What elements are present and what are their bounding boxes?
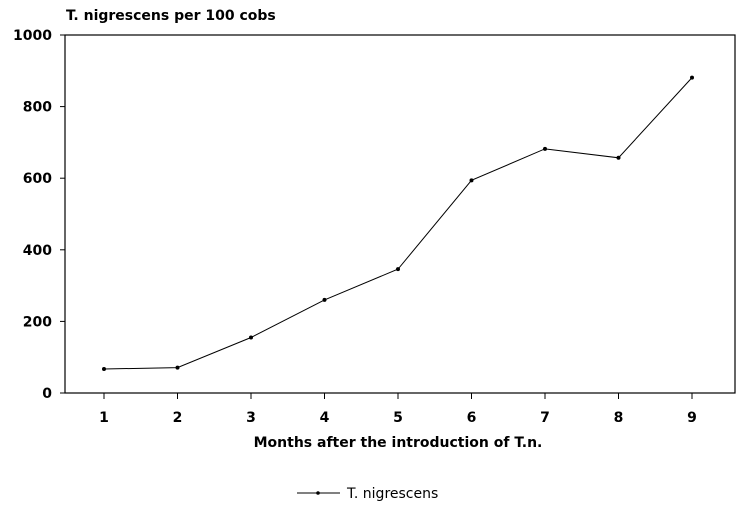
x-tick-label: 2	[173, 410, 183, 426]
y-axis-title: T. nigrescens per 100 cobs	[66, 8, 276, 24]
x-tick-label: 5	[393, 410, 403, 426]
x-tick-label: 8	[614, 410, 624, 426]
x-axis-title: Months after the introduction of T.n.	[254, 435, 543, 451]
x-tick-label: 6	[467, 410, 477, 426]
y-tick-label: 0	[42, 386, 52, 402]
x-tick-label: 3	[246, 410, 256, 426]
x-tick-label: 1	[99, 410, 109, 426]
y-tick-label: 1000	[13, 28, 52, 44]
data-point	[543, 146, 547, 151]
data-point	[396, 267, 400, 272]
x-tick-label: 7	[540, 410, 550, 426]
x-tick-label: 9	[687, 410, 697, 426]
data-point	[322, 297, 327, 302]
y-tick-label: 200	[23, 314, 52, 330]
y-tick-label: 800	[23, 100, 52, 116]
y-tick-label: 600	[23, 171, 52, 187]
legend-label: T. nigrescens	[346, 486, 438, 502]
data-point	[469, 178, 474, 183]
data-point	[249, 335, 253, 340]
y-tick-label: 400	[23, 243, 52, 259]
legend-marker	[316, 491, 320, 495]
legend: T. nigrescens	[297, 486, 438, 502]
data-point	[690, 75, 694, 80]
data-point	[102, 367, 106, 372]
x-tick-label: 4	[320, 410, 330, 426]
data-point	[616, 155, 621, 160]
plot-frame	[64, 34, 736, 394]
data-point	[175, 365, 180, 370]
series-line-t-nigrescens	[103, 77, 693, 370]
